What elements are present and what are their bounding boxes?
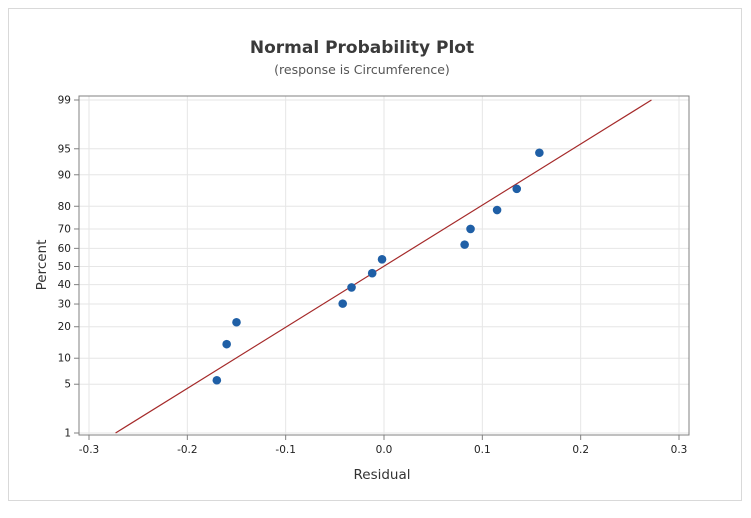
chart-subtitle: (response is Circumference)	[274, 62, 450, 77]
x-tick-label: -0.1	[275, 444, 296, 456]
x-tick-label: -0.2	[177, 444, 198, 456]
x-tick-label: 0.3	[671, 444, 688, 456]
data-point	[212, 375, 222, 385]
x-tick-label: 0.2	[572, 444, 589, 456]
data-point	[512, 184, 522, 194]
data-points-layer	[212, 148, 544, 385]
data-point	[377, 255, 387, 264]
tick-layer: -0.3 -0.2 -0.1 0.0 0.1 0.2 0.3 1 5 10 20 30 40 50 60 70…	[58, 95, 688, 457]
y-tick-label: 70	[58, 223, 71, 235]
y-tick-label: 10	[58, 353, 71, 365]
fit-line-layer	[115, 99, 652, 434]
x-tick-label: 0.0	[376, 444, 393, 456]
data-point	[367, 268, 377, 278]
chart-title: Normal Probability Plot	[250, 38, 474, 58]
y-tick-label: 50	[58, 261, 71, 273]
x-axis-label: Residual	[353, 467, 410, 483]
y-tick-label: 40	[58, 279, 71, 291]
y-axis-label: Percent	[34, 240, 50, 291]
y-tick-label: 30	[58, 299, 71, 311]
data-point	[460, 240, 469, 249]
y-tick-label: 5	[64, 379, 71, 391]
normal-probability-plot: Normal Probability Plot (response is Cir…	[34, 38, 690, 483]
data-point	[347, 283, 356, 292]
x-tick-label: 0.1	[474, 444, 491, 456]
y-tick-label: 60	[58, 243, 71, 255]
data-point	[232, 317, 241, 327]
fit-line	[115, 99, 652, 434]
y-tick-label: 95	[58, 143, 71, 155]
y-tick-label: 80	[58, 201, 71, 213]
y-tick-label: 99	[58, 95, 71, 107]
data-point	[222, 339, 231, 349]
y-tick-label: 20	[58, 321, 71, 333]
data-point	[492, 205, 502, 215]
y-tick-label: 1	[64, 428, 71, 440]
data-point	[535, 148, 544, 158]
data-point	[466, 224, 475, 234]
chart-frame: Normal Probability Plot (response is Cir…	[8, 8, 742, 501]
x-tick-label: -0.3	[79, 444, 100, 456]
data-point	[338, 299, 348, 308]
y-tick-label: 90	[58, 169, 71, 181]
